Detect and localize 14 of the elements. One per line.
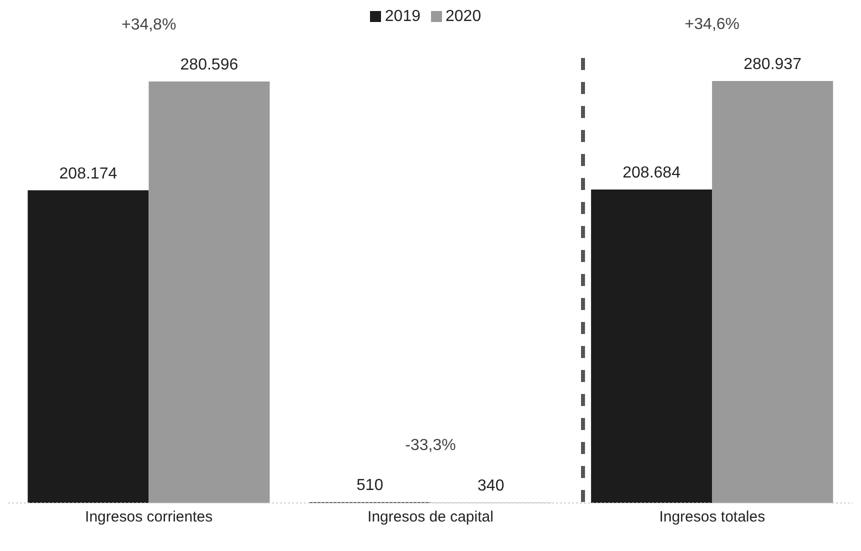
x-tick-label: Ingresos corrientes	[85, 508, 213, 526]
data-label: 340	[478, 477, 504, 494]
x-tick-label: Ingresos totales	[659, 508, 766, 526]
data-label: 208.174	[59, 165, 118, 182]
legend-label: 2020	[446, 8, 482, 25]
data-label: 280.596	[180, 56, 238, 74]
data-label: 280.937	[744, 56, 802, 73]
x-tick-label: Ingresos de capital	[368, 508, 494, 526]
text: +34,8%	[121, 16, 176, 34]
data-label: 208.684	[622, 164, 681, 182]
text: +34,6%	[684, 16, 740, 33]
annotation: -33,3%	[405, 437, 456, 454]
legend-label: 2019	[384, 8, 420, 25]
data-label: 510	[356, 477, 384, 494]
